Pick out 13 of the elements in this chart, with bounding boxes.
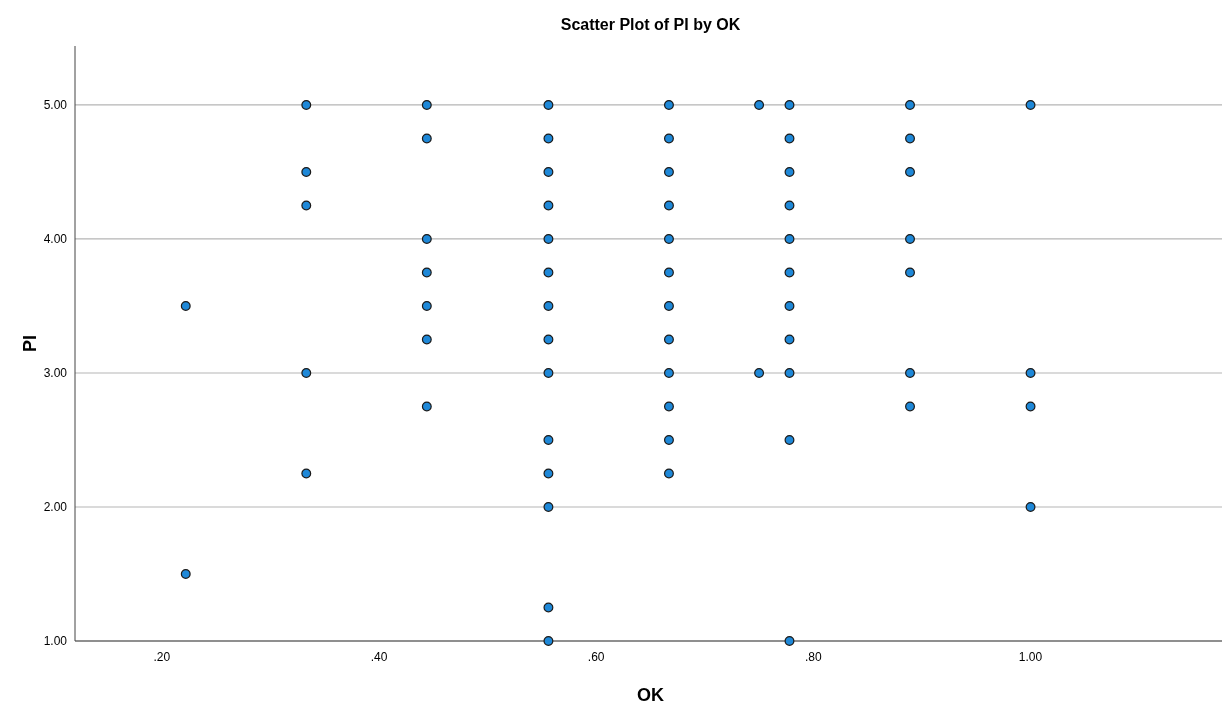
x-axis-title: OK <box>637 685 664 705</box>
y-tick-label: 4.00 <box>43 232 68 247</box>
x-tick-label: .20 <box>153 650 171 664</box>
x-tick-label: .80 <box>805 650 823 664</box>
x-tick-label: .60 <box>587 650 605 664</box>
y-tick-label: 3.00 <box>43 366 68 381</box>
y-tick-label: 5.00 <box>43 98 68 113</box>
y-axis-title: PI <box>20 334 40 353</box>
x-tick-label: 1.00 <box>1018 650 1043 664</box>
y-tick-label: 2.00 <box>43 500 68 515</box>
y-tick-label: 1.00 <box>43 634 68 649</box>
x-tick-label: .40 <box>370 650 388 664</box>
chart-title: Scatter Plot of PI by OK <box>560 16 741 33</box>
